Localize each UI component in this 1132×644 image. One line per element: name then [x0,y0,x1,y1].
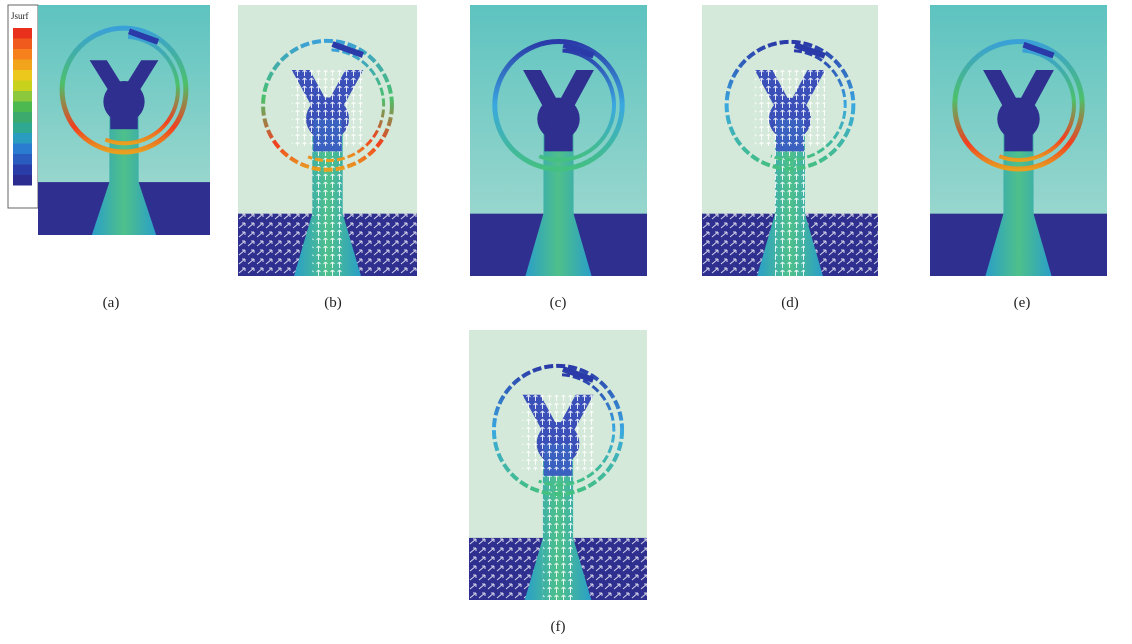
colorbar-step [13,49,32,60]
panel-label: (f) [551,619,566,635]
colorbar-step [13,39,32,50]
colorbar-step [13,175,32,186]
page: Jsurf(a)(b)(c)(d)(e)(f) (() => { const d… [0,0,1132,644]
colorbar-step [13,112,32,123]
legend-title: Jsurf [11,11,29,21]
colorbar-step [13,28,32,39]
colorbar-step [13,165,32,176]
colorbar-step [13,81,32,92]
colorbar-step [13,60,32,71]
feed-arrows [543,457,573,600]
colorbar-step [13,102,32,113]
patch-arrows [292,70,364,146]
panel-label: (d) [781,295,799,311]
colorbar-step [13,123,32,134]
patch-arrows [522,395,593,471]
colorbar-step [13,133,32,144]
feed-arrows [312,132,342,276]
colorbar-step [13,70,32,81]
legend: Jsurf [8,5,38,208]
panel [469,330,647,600]
y-stem [544,119,572,152]
panel-label: (a) [103,295,120,311]
panel [238,5,417,276]
panel [470,5,647,276]
figure: Jsurf (a) (b) (c) (d) (e) (f) [0,0,1132,644]
patch-arrows [755,70,825,146]
panel-label: (b) [324,295,342,311]
panel [38,5,210,235]
panel [930,5,1107,276]
y-stem [1004,119,1032,152]
colorbar-step [13,144,32,155]
panel [702,5,878,276]
panel-label: (e) [1014,295,1031,311]
colorbar-step [13,154,32,165]
feed-arrows [775,132,805,276]
panel-label: (c) [550,295,567,311]
y-stem [110,102,138,130]
colorbar-step [13,91,32,102]
